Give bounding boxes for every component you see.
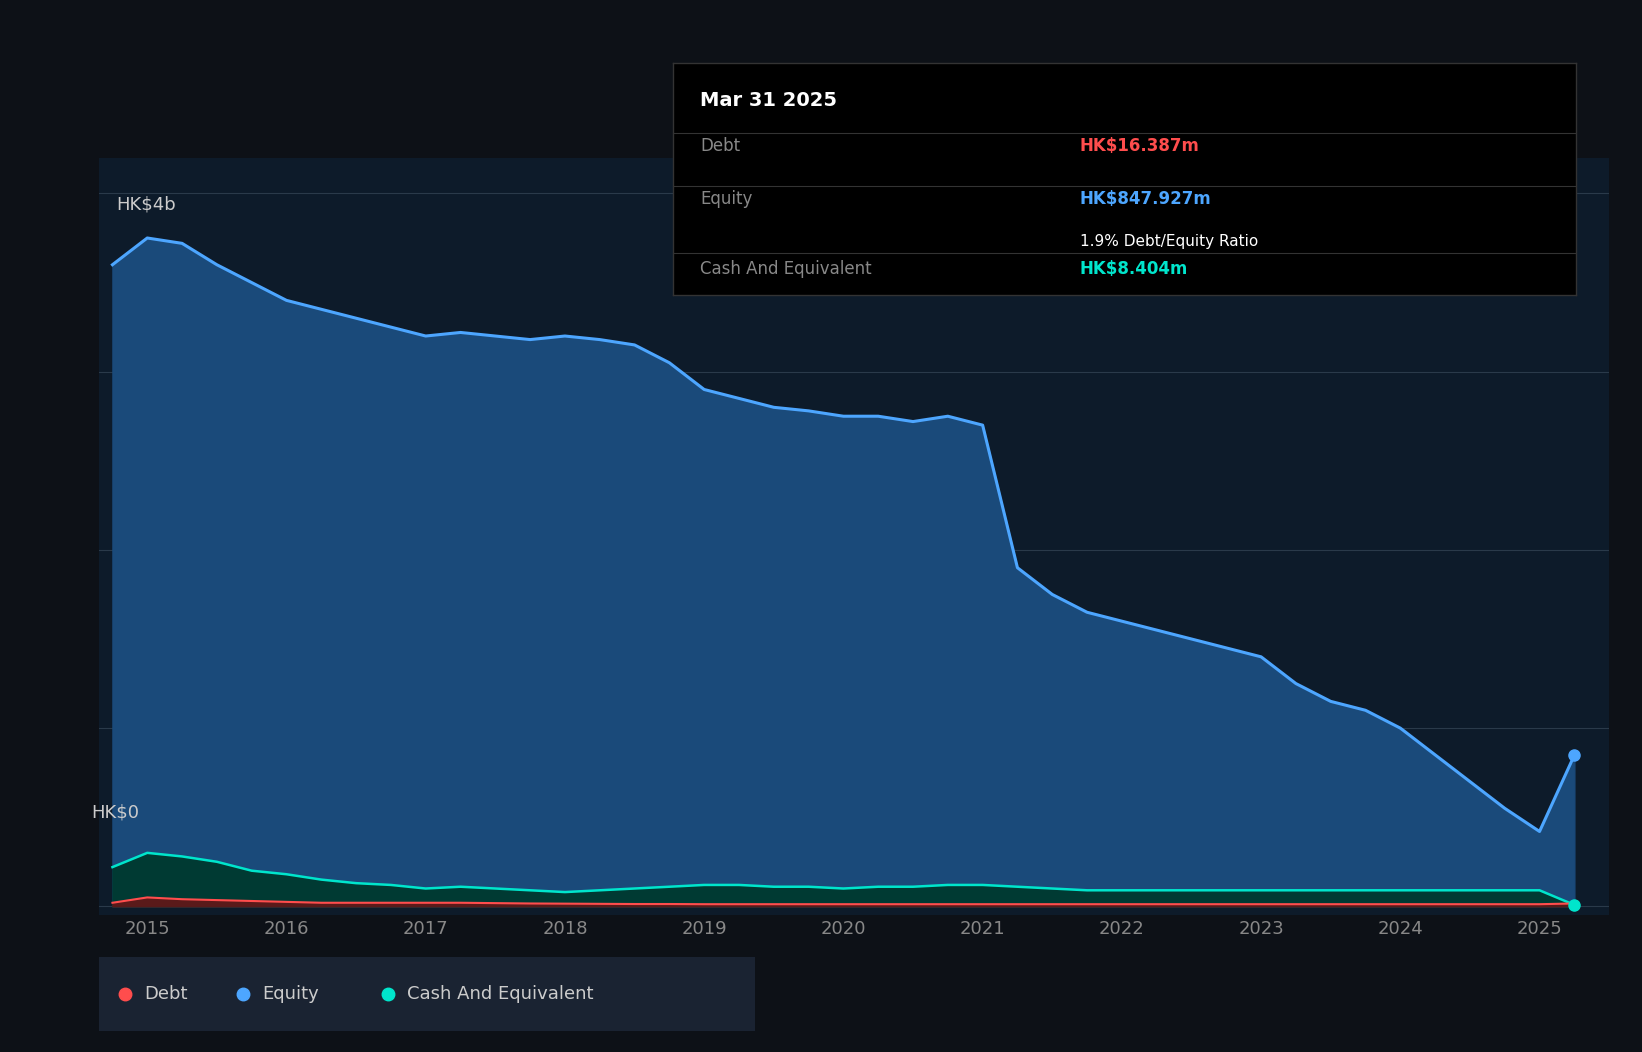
Text: HK$847.927m: HK$847.927m <box>1080 190 1212 208</box>
Text: Equity: Equity <box>699 190 752 208</box>
Text: HK$16.387m: HK$16.387m <box>1080 137 1200 156</box>
Text: HK$0: HK$0 <box>90 804 140 822</box>
Text: Debt: Debt <box>699 137 741 156</box>
Text: Equity: Equity <box>263 985 320 1004</box>
Text: Debt: Debt <box>144 985 187 1004</box>
Text: 1.9% Debt/Equity Ratio: 1.9% Debt/Equity Ratio <box>1080 235 1258 249</box>
Text: HK$4b: HK$4b <box>117 196 176 214</box>
Text: Cash And Equivalent: Cash And Equivalent <box>407 985 594 1004</box>
Text: HK$8.404m: HK$8.404m <box>1080 260 1189 278</box>
Text: Cash And Equivalent: Cash And Equivalent <box>699 260 872 278</box>
Text: Mar 31 2025: Mar 31 2025 <box>699 90 837 109</box>
